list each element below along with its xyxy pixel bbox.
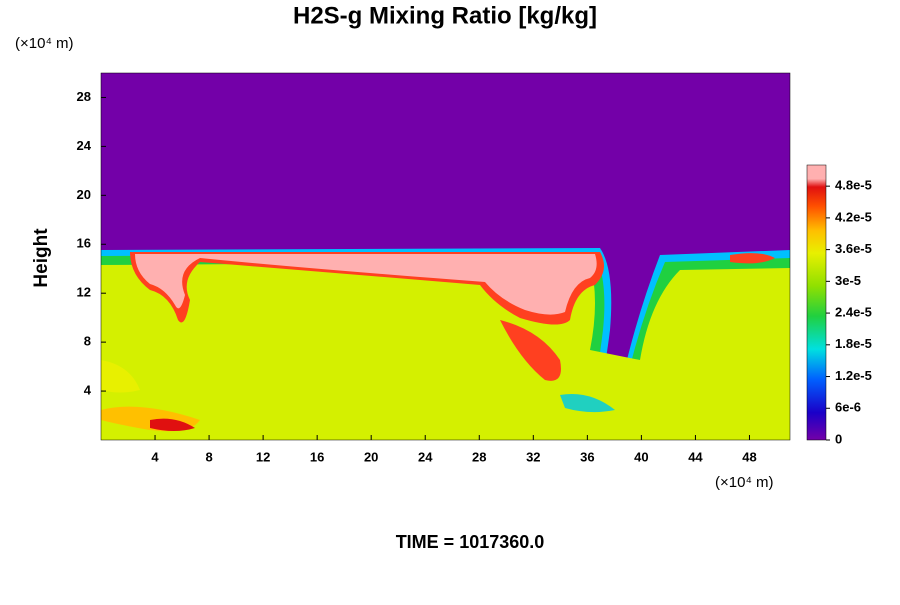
y-tick-label: 12 [77, 285, 91, 300]
colorbar-tick-label: 3e-5 [835, 273, 861, 288]
y-tick-label: 8 [84, 334, 91, 349]
x-tick-label: 4 [151, 449, 159, 464]
colorbar-tick-label: 6e-6 [835, 400, 861, 415]
y-tick-label: 4 [84, 383, 92, 398]
y-unit: (×10⁴ m) [15, 35, 74, 52]
x-tick-label: 16 [310, 449, 324, 464]
y-tick-label: 28 [77, 89, 91, 104]
x-tick-label: 24 [418, 449, 433, 464]
x-tick-label: 48 [742, 449, 756, 464]
x-tick-label: 8 [205, 449, 212, 464]
y-tick-label: 16 [77, 236, 91, 251]
x-tick-label: 12 [256, 449, 270, 464]
footer-time: TIME = 1017360.0 [396, 532, 545, 552]
field [101, 73, 790, 440]
x-tick-label: 44 [688, 449, 703, 464]
colorbar [806, 164, 827, 441]
colorbar-tick-label: 3.6e-5 [835, 241, 872, 256]
x-tick-label: 36 [580, 449, 594, 464]
x-unit: (×10⁴ m) [715, 474, 774, 491]
chart-title: H2S-g Mixing Ratio [kg/kg] [293, 2, 597, 29]
axes: 4 8 12 16 20 24 28 32 36 40 44 4848121620242806e-61… [77, 89, 872, 465]
colorbar-tick-label: 1.8e-5 [835, 336, 872, 351]
x-tick-label: 40 [634, 449, 648, 464]
y-tick-label: 20 [77, 187, 91, 202]
colorbar-tick-label: 1.2e-5 [835, 368, 872, 383]
x-tick-label: 28 [472, 449, 486, 464]
y-axis-label: Height [31, 228, 52, 288]
colorbar-tick-label: 2.4e-5 [835, 305, 872, 320]
x-tick-label: 32 [526, 449, 540, 464]
y-tick-label: 24 [77, 138, 92, 153]
colorbar-tick-label: 0 [835, 431, 842, 446]
colorbar-tick-label: 4.8e-5 [835, 178, 872, 193]
x-tick-label: 20 [364, 449, 378, 464]
colorbar-tick-label: 4.2e-5 [835, 209, 872, 224]
